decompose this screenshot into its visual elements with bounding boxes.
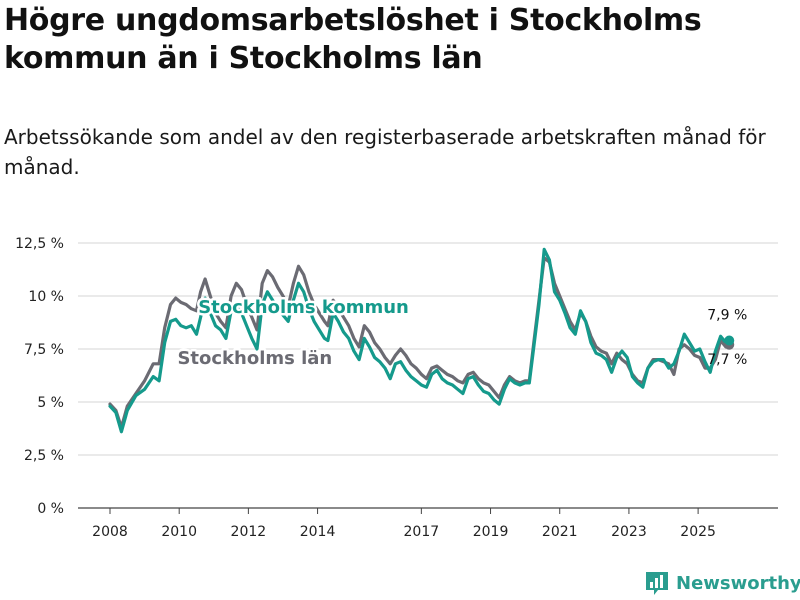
x-tick-label: 2023: [611, 524, 647, 540]
x-tick-label: 2021: [542, 524, 578, 540]
y-tick-label: 2,5 %: [24, 448, 64, 464]
brand-name: Newsworthy: [676, 572, 800, 594]
brand-logo[interactable]: Newsworthy: [644, 568, 800, 598]
series-line-stockholms-kommun: [108, 247, 731, 434]
x-tick-label: 2010: [161, 524, 197, 540]
y-tick-label: 10 %: [28, 289, 64, 305]
chart-title: Högre ungdomsarbetslöshet i Stockholms k…: [4, 3, 702, 76]
x-tick-label: 2017: [404, 524, 440, 540]
end-value-label-stockholms-lan: 7,7 %: [707, 352, 747, 368]
y-tick-label: 12,5 %: [15, 236, 64, 252]
y-tick-label: 5 %: [37, 395, 64, 411]
x-tick-label: 2012: [231, 524, 267, 540]
x-tick-label: 2008: [92, 524, 128, 540]
series-label-halo-stockholms-lan: Stockholms län: [177, 348, 332, 369]
bar-chart-logo-icon: [646, 572, 668, 595]
series-label-halo-stockholms-kommun: Stockholms kommun: [198, 297, 409, 318]
series-label-stockholms-kommun: Stockholms kommun: [198, 297, 409, 318]
end-value-label-stockholms-kommun: 7,9 %: [707, 308, 747, 324]
x-tick-label: 2014: [300, 524, 336, 540]
end-point-stockholms-kommun: [724, 335, 735, 346]
chart-subtitle: Arbetssökande som andel av den registerb…: [4, 125, 766, 179]
x-tick-label: 2019: [473, 524, 509, 540]
x-tick-label: 2025: [680, 524, 716, 540]
series-label-stockholms-lan: Stockholms län: [177, 348, 332, 369]
y-tick-label: 7,5 %: [24, 342, 64, 358]
y-tick-label: 0 %: [37, 501, 64, 517]
